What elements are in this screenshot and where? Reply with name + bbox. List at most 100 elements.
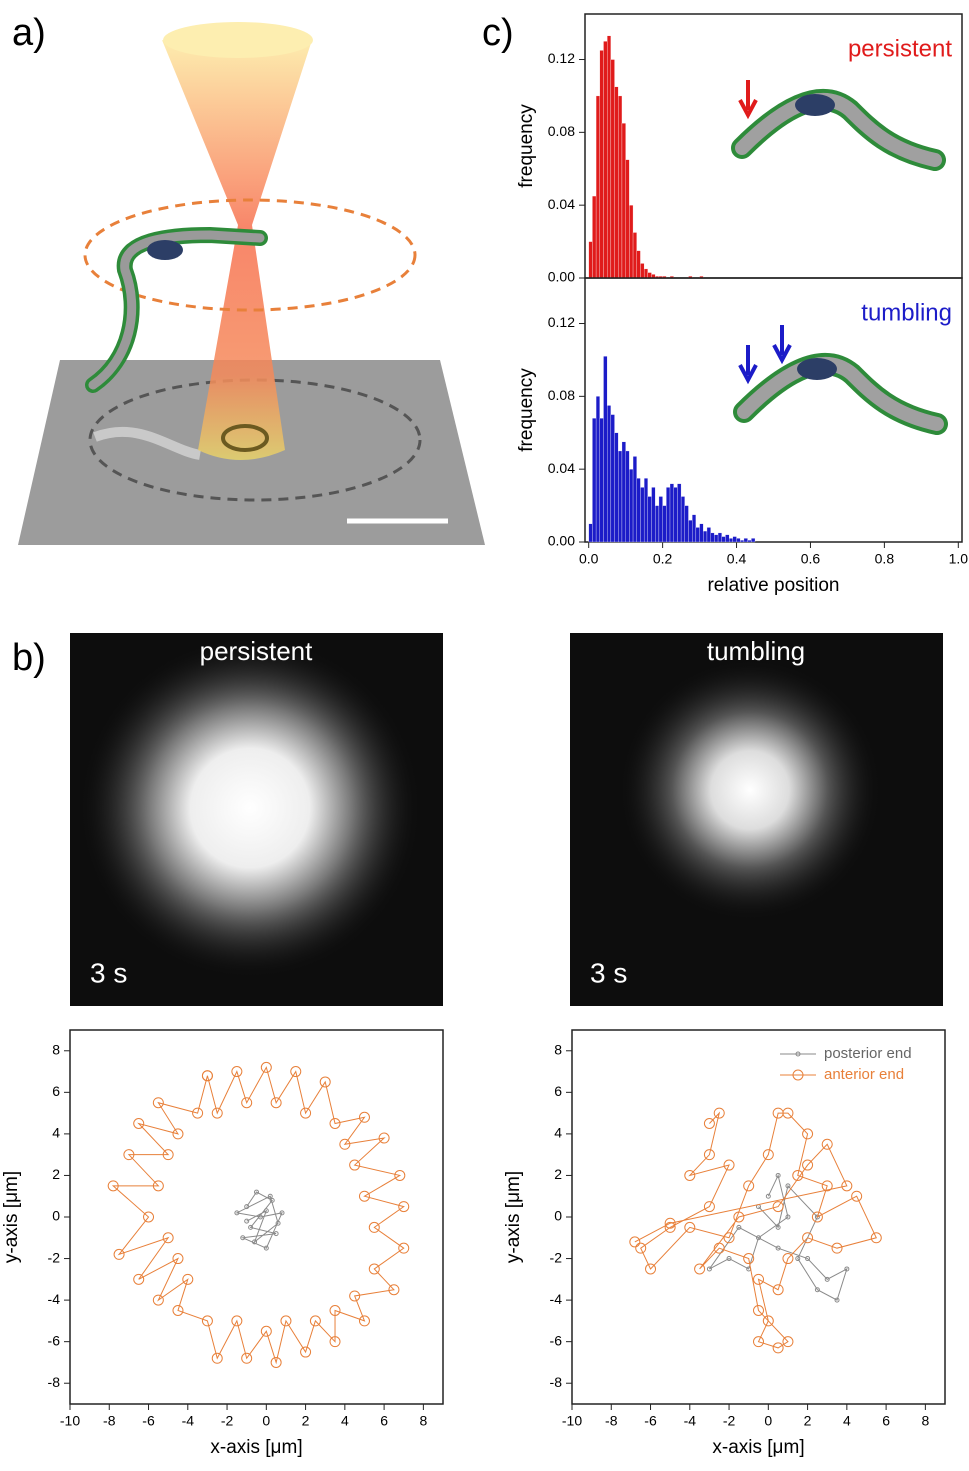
point bbox=[143, 1211, 155, 1223]
y-tick-label: 4 bbox=[52, 1125, 60, 1141]
point bbox=[743, 1253, 755, 1265]
x-tick-label: 8 bbox=[921, 1413, 929, 1429]
point bbox=[802, 1232, 814, 1244]
chart-title: persistent bbox=[848, 35, 952, 62]
plot-frame bbox=[69, 1029, 444, 1405]
bar bbox=[599, 418, 604, 543]
bar bbox=[677, 483, 682, 543]
point bbox=[241, 1352, 253, 1364]
point bbox=[201, 1315, 213, 1327]
point bbox=[275, 1220, 281, 1226]
bar bbox=[618, 450, 623, 543]
y-tick-label: -2 bbox=[550, 1249, 563, 1265]
point bbox=[133, 1273, 145, 1285]
y-tick-label: 8 bbox=[554, 1041, 562, 1057]
x-tick-label: 4 bbox=[341, 1413, 349, 1429]
x-axis-label: x-axis [μm] bbox=[210, 1437, 302, 1458]
point bbox=[244, 1218, 250, 1224]
bar bbox=[629, 205, 634, 279]
bar bbox=[666, 487, 671, 543]
point bbox=[398, 1242, 410, 1254]
point bbox=[152, 1294, 164, 1306]
point bbox=[706, 1266, 712, 1272]
y-tick-label: 6 bbox=[554, 1083, 562, 1099]
point bbox=[260, 1061, 272, 1073]
point bbox=[234, 1210, 240, 1216]
bar bbox=[588, 523, 593, 543]
plot-frame bbox=[584, 277, 963, 543]
point bbox=[775, 1224, 781, 1230]
point bbox=[805, 1256, 811, 1262]
bar bbox=[747, 540, 752, 543]
bar bbox=[706, 527, 711, 543]
bar bbox=[725, 534, 730, 543]
point bbox=[339, 1138, 351, 1150]
x-tick-label: -4 bbox=[684, 1413, 697, 1429]
point bbox=[349, 1290, 361, 1302]
y-tick-label: -6 bbox=[550, 1332, 563, 1348]
panel-label: a) bbox=[12, 12, 46, 54]
point bbox=[329, 1118, 341, 1129]
point bbox=[263, 1245, 269, 1251]
bar bbox=[662, 505, 667, 543]
bar bbox=[614, 432, 619, 543]
point bbox=[814, 1287, 820, 1293]
point bbox=[772, 1201, 784, 1213]
point bbox=[785, 1183, 791, 1189]
bar bbox=[588, 241, 593, 279]
bar bbox=[621, 123, 626, 279]
y-tick-label: 0.12 bbox=[548, 314, 575, 330]
point bbox=[629, 1236, 641, 1248]
bar bbox=[721, 536, 726, 543]
bar bbox=[607, 35, 612, 279]
point bbox=[231, 1066, 243, 1078]
point bbox=[645, 1263, 657, 1275]
bar bbox=[736, 538, 741, 543]
y-axis-label: y-axis [μm] bbox=[503, 1171, 524, 1263]
point bbox=[133, 1118, 145, 1129]
bar bbox=[703, 530, 708, 543]
x-tick-label: 0.8 bbox=[875, 551, 895, 567]
y-tick-label: -4 bbox=[550, 1291, 563, 1307]
point bbox=[821, 1180, 833, 1192]
y-tick-label: 0.00 bbox=[548, 269, 575, 285]
point bbox=[279, 1210, 285, 1216]
point bbox=[753, 1273, 764, 1285]
bar bbox=[618, 95, 623, 279]
point bbox=[753, 1336, 764, 1348]
bar bbox=[632, 456, 637, 543]
x-tick-label: 6 bbox=[882, 1413, 890, 1429]
point bbox=[802, 1159, 814, 1171]
bar bbox=[673, 487, 678, 543]
point bbox=[726, 1256, 732, 1262]
point bbox=[192, 1107, 204, 1119]
legend-marker bbox=[795, 1051, 801, 1057]
x-tick-label: -8 bbox=[103, 1413, 116, 1429]
point bbox=[703, 1201, 715, 1213]
y-tick-label: -4 bbox=[48, 1291, 61, 1307]
trajectory-line bbox=[634, 1111, 877, 1349]
point bbox=[834, 1297, 840, 1303]
y-tick-label: 0.00 bbox=[548, 533, 575, 549]
bar bbox=[710, 532, 715, 543]
point bbox=[664, 1221, 676, 1233]
bar bbox=[651, 487, 656, 543]
point bbox=[270, 1097, 282, 1109]
x-tick-label: -6 bbox=[644, 1413, 657, 1429]
point bbox=[723, 1159, 735, 1171]
bar bbox=[592, 418, 597, 543]
point bbox=[844, 1266, 850, 1272]
point bbox=[349, 1159, 361, 1171]
point bbox=[252, 1239, 258, 1245]
bar bbox=[625, 450, 630, 543]
point bbox=[182, 1273, 194, 1285]
point bbox=[775, 1245, 781, 1251]
point bbox=[240, 1235, 246, 1241]
x-axis-label: relative position bbox=[707, 575, 839, 596]
point bbox=[684, 1221, 696, 1233]
y-tick-label: 0.08 bbox=[548, 123, 575, 139]
point bbox=[123, 1149, 135, 1161]
point bbox=[756, 1235, 761, 1241]
x-tick-label: 0.6 bbox=[801, 551, 821, 567]
y-tick-label: 0.04 bbox=[548, 196, 575, 212]
